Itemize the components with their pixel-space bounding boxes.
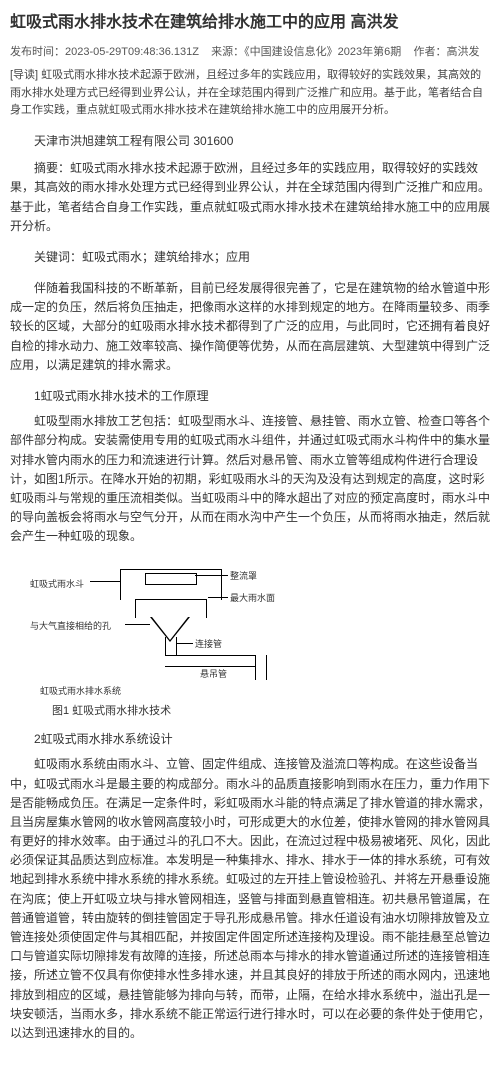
funnel-inner-shape bbox=[145, 573, 197, 585]
section2-paragraph: 虹吸雨水系统由雨水斗、立管、固定件组成、连接管及溢流口等构成。在这些设备当中，虹… bbox=[10, 755, 492, 1043]
abstract-text: 虹吸式雨水排水技术起源于欧洲，且经过多年的实践应用，取得较好的实践效果，其高效的… bbox=[10, 161, 490, 233]
source-label: 来源： bbox=[211, 46, 244, 58]
label-line-5 bbox=[177, 643, 193, 644]
funnel-mid-shape bbox=[135, 599, 207, 618]
figure-1: 虹吸式雨水斗 整流罩 最大雨水面 与大气直接相给的孔 连接管 悬吊管 虹吸式雨水… bbox=[10, 559, 492, 721]
publish-time: 2023-05-29T09:48:36.131Z bbox=[65, 46, 199, 58]
intro-paragraph: 伴随着我国科技的不断革新，目前已经发展得很完善了，它是在建筑物的给水管道中形成一… bbox=[10, 279, 492, 375]
lead-abstract: [导读] 虹吸式雨水排水技术起源于欧洲，且经过多年的实践应用，取得较好的实践效果… bbox=[10, 67, 492, 120]
author: 高洪发 bbox=[447, 46, 480, 58]
section1-paragraph: 虹吸型雨水排放工艺包括：虹吸型雨水斗、连接管、悬挂管、雨水立管、检查口等各个部件… bbox=[10, 412, 492, 546]
source: 《中国建设信息化》2023年第6期 bbox=[244, 46, 401, 58]
pipe-right-shape bbox=[255, 655, 267, 680]
keywords-block: 关键词：虹吸式雨水；建筑给排水；应用 bbox=[10, 248, 492, 267]
article-meta: 发布时间：2023-05-29T09:48:36.131Z 来源：《中国建设信息… bbox=[10, 44, 492, 62]
figure-label-1: 虹吸式雨水斗 bbox=[30, 577, 84, 591]
figure-label-4: 与大气直接相给的孔 bbox=[30, 619, 111, 633]
pipe-horiz-shape bbox=[165, 655, 255, 667]
affiliation: 天津市洪旭建筑工程有限公司 301600 bbox=[10, 132, 492, 151]
article-title: 虹吸式雨水排水技术在建筑给排水施工中的应用 高洪发 bbox=[10, 10, 492, 36]
author-label: 作者： bbox=[414, 46, 447, 58]
figure-caption: 图1 虹吸式雨水排水技术 bbox=[30, 703, 492, 721]
label-line-2 bbox=[195, 575, 228, 576]
label-line-4 bbox=[125, 624, 150, 625]
publish-time-label: 发布时间： bbox=[10, 46, 65, 58]
figure-label-2: 整流罩 bbox=[230, 569, 257, 583]
pipe-down-shape bbox=[165, 637, 177, 655]
abstract-label: 摘要： bbox=[34, 161, 70, 175]
section2-heading: 2虹吸式雨水排水系统设计 bbox=[10, 730, 492, 749]
label-line-1 bbox=[90, 581, 120, 582]
keywords-text: 虹吸式雨水；建筑给排水；应用 bbox=[82, 250, 250, 264]
figure-label-7: 虹吸式雨水排水系统 bbox=[40, 684, 121, 698]
figure-label-3: 最大雨水面 bbox=[230, 591, 275, 605]
keywords-label: 关键词： bbox=[34, 250, 82, 264]
figure-label-6: 悬吊管 bbox=[200, 667, 227, 681]
section1-heading: 1虹吸式雨水排水技术的工作原理 bbox=[10, 387, 492, 406]
label-line-3 bbox=[208, 597, 228, 598]
abstract-block: 摘要：虹吸式雨水排水技术起源于欧洲，且经过多年的实践应用，取得较好的实践效果，其… bbox=[10, 159, 492, 236]
